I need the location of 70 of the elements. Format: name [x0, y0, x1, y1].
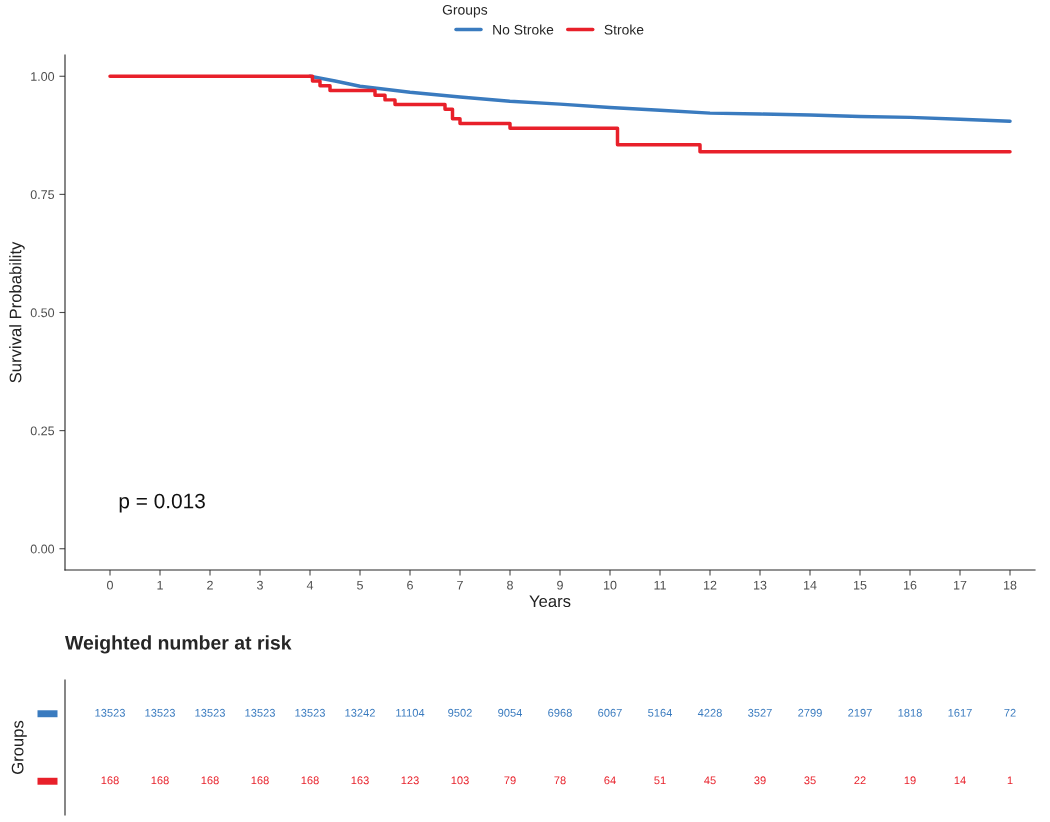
data-label: 19	[904, 776, 916, 785]
data-label: 168	[201, 776, 219, 785]
data-label: 5164	[648, 708, 673, 717]
data-label: 3527	[748, 708, 772, 717]
x-tick-label: 0	[107, 580, 113, 590]
x-tick-label: 15	[854, 580, 867, 590]
x-tick-label: 8	[507, 580, 513, 590]
x-tick-label: 13	[754, 580, 767, 590]
data-label: 13523	[95, 708, 125, 717]
y-axis-title: Groups	[11, 720, 27, 774]
x-tick-label: 4	[306, 580, 314, 590]
data-label: 168	[301, 776, 319, 785]
data-label: 45	[704, 776, 716, 785]
x-tick-label: 16	[904, 580, 917, 590]
data-label: 1818	[898, 708, 922, 717]
data-label: 13242	[345, 708, 375, 717]
x-tick-label: 9	[557, 580, 563, 590]
x-tick-label: 12	[704, 580, 717, 590]
x-axis-title: Years	[529, 595, 571, 608]
x-tick-label: 11	[654, 580, 666, 590]
data-label: 2197	[848, 708, 872, 717]
y-tick-label: 0.75	[30, 190, 55, 200]
y-tick-label: 0.50	[30, 308, 55, 318]
data-label: 9502	[448, 708, 472, 717]
data-label: 13523	[145, 708, 175, 717]
data-label: 2799	[798, 708, 822, 717]
annotation: p = 0.013	[119, 493, 205, 513]
x-tick-label: 3	[257, 580, 263, 590]
data-label: 1	[1007, 776, 1013, 785]
data-label: 103	[451, 776, 469, 785]
y-tick-label: 0.00	[30, 544, 55, 554]
data-label: 168	[151, 776, 169, 785]
data-label: 22	[854, 776, 866, 785]
data-label: 123	[401, 776, 419, 785]
x-tick-label: 2	[207, 580, 213, 590]
data-label: 72	[1004, 708, 1016, 717]
data-label: 13523	[195, 708, 225, 717]
data-label: 35	[804, 776, 816, 785]
data-label: 168	[251, 776, 269, 785]
data-label: 64	[604, 776, 616, 785]
data-label: 13523	[245, 708, 275, 717]
data-label: 78	[554, 776, 566, 785]
x-tick-label: 6	[407, 580, 413, 590]
x-tick-label: 18	[1004, 580, 1017, 590]
data-label: 79	[504, 776, 516, 785]
data-label: 163	[351, 776, 369, 785]
data-label: 168	[101, 776, 119, 785]
data-label: 13523	[295, 708, 325, 717]
data-label: 14	[954, 776, 966, 785]
x-tick-label: 7	[457, 580, 463, 590]
data-label: 39	[754, 776, 766, 785]
chart-title: Weighted number at risk	[65, 635, 292, 654]
x-tick-label: 14	[804, 580, 817, 590]
data-label: 51	[654, 776, 666, 785]
data-label: 9054	[498, 708, 523, 717]
y-tick-label: 1.00	[31, 72, 55, 81]
y-axis-title: Survival Probability	[9, 241, 25, 383]
data-label: 6968	[548, 708, 572, 717]
legend-label: Stroke	[604, 24, 644, 35]
data-label: 6067	[598, 708, 622, 717]
data-label: 4228	[697, 708, 722, 717]
x-tick-label: 1	[157, 580, 163, 590]
legend-label: No Stroke	[493, 24, 554, 35]
x-tick-label: 5	[357, 580, 363, 590]
y-tick-label: 0.25	[30, 426, 55, 436]
data-label: 11104	[396, 708, 425, 717]
legend-title: Groups	[442, 4, 488, 18]
x-tick-label: 10	[604, 580, 617, 590]
data-label: 1617	[948, 708, 972, 717]
x-tick-label: 17	[954, 580, 967, 590]
